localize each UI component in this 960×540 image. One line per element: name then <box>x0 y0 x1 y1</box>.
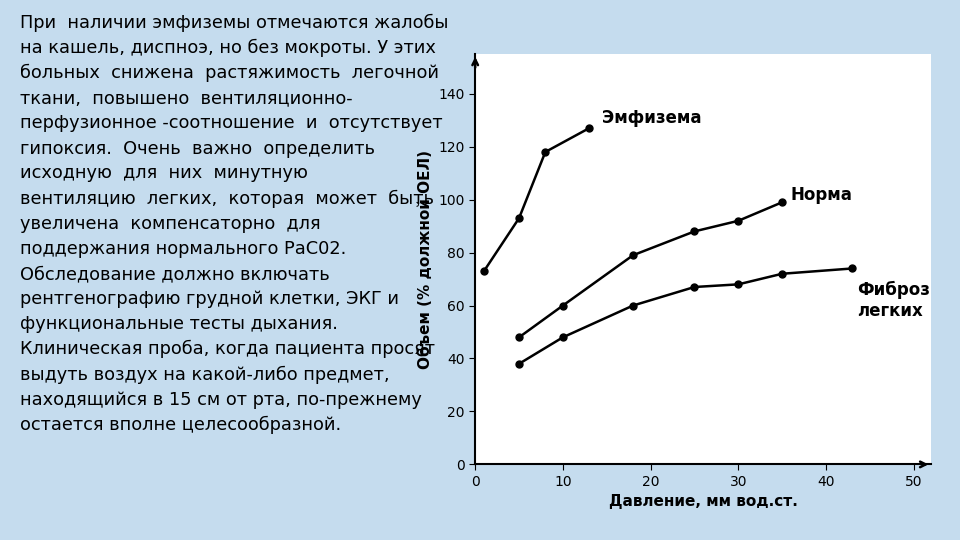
Text: При  наличии эмфиземы отмечаются жалобы
на кашель, диспноэ, но без мокроты. У эт: При наличии эмфиземы отмечаются жалобы н… <box>20 14 448 434</box>
Text: Эмфизема: Эмфизема <box>602 109 702 127</box>
Text: Норма: Норма <box>791 186 852 204</box>
Text: Фиброз
легких: Фиброз легких <box>856 281 929 320</box>
X-axis label: Давление, мм вод.ст.: Давление, мм вод.ст. <box>609 495 798 509</box>
Y-axis label: Объем (% должной ОЕЛ): Объем (% должной ОЕЛ) <box>418 150 433 369</box>
